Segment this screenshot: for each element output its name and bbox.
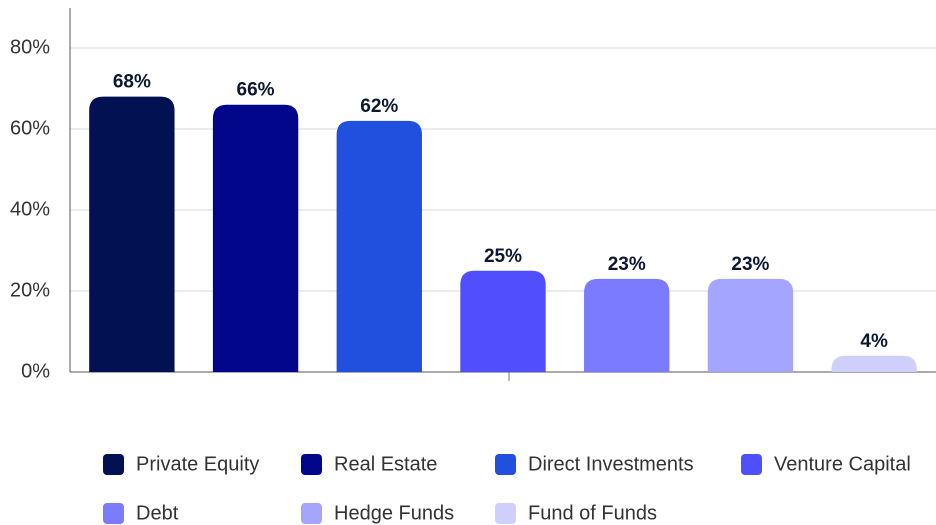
legend-swatch: [495, 503, 516, 524]
value-label: 66%: [237, 80, 275, 101]
legend-label: Venture Capital: [774, 453, 911, 475]
y-tick-label: 20%: [10, 279, 50, 301]
y-tick-label: 0%: [21, 360, 50, 382]
bar: [460, 270, 546, 372]
legend-swatch: [495, 454, 516, 475]
bar: [89, 96, 175, 372]
y-tick-label: 60%: [10, 117, 50, 139]
legend-swatch: [103, 503, 124, 524]
bar: [336, 120, 422, 373]
bar: [584, 278, 670, 372]
y-tick-label: 80%: [10, 36, 50, 58]
y-tick-label: 40%: [10, 198, 50, 220]
bar: [707, 278, 794, 372]
bar: [831, 355, 917, 372]
legend-swatch: [301, 503, 322, 524]
value-label: 25%: [484, 246, 522, 267]
value-label: 62%: [360, 96, 398, 117]
legend-label: Fund of Funds: [528, 502, 657, 524]
legend-swatch: [741, 454, 762, 475]
legend-label: Hedge Funds: [334, 502, 454, 524]
legend-label: Real Estate: [334, 453, 437, 475]
legend-swatch: [103, 454, 124, 475]
legend-label: Direct Investments: [528, 453, 694, 475]
value-label: 4%: [860, 331, 888, 352]
legend-swatch: [301, 454, 322, 475]
value-label: 68%: [113, 72, 151, 93]
value-label: 23%: [608, 254, 646, 275]
value-label: 23%: [731, 254, 769, 275]
bar: [212, 104, 299, 372]
legend-label: Debt: [136, 502, 179, 524]
legend-label: Private Equity: [136, 453, 259, 475]
